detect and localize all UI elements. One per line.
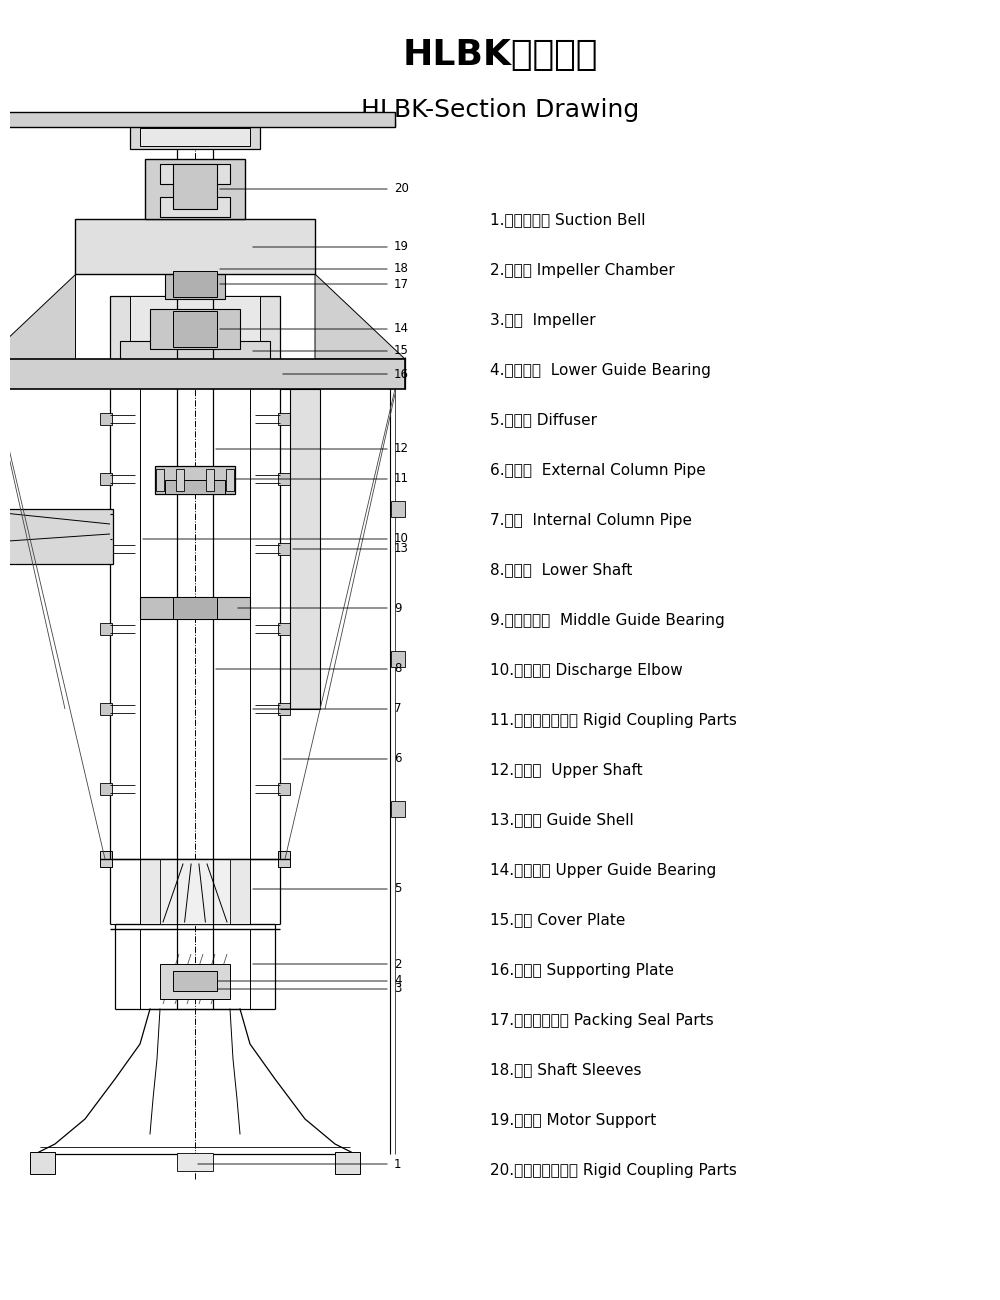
Bar (150, 309, 240, 348)
Text: 8.下主轴  Lower Shaft: 8.下主轴 Lower Shaft (490, 563, 632, 577)
Bar (0, 112, 395, 127)
Text: 5: 5 (394, 883, 401, 896)
Bar (226, 469, 234, 491)
Bar (173, 270, 217, 296)
Bar (165, 480, 225, 494)
Text: 8: 8 (394, 663, 401, 676)
Bar (173, 311, 217, 347)
Bar (100, 543, 112, 555)
Bar (160, 965, 230, 998)
Bar (173, 597, 217, 619)
Text: 18.轴套 Shaft Sleeves: 18.轴套 Shaft Sleeves (490, 1062, 642, 1078)
Bar (173, 164, 217, 209)
Bar (30, 1152, 55, 1174)
Text: 10.出水弯管 Discharge Elbow: 10.出水弯管 Discharge Elbow (490, 663, 683, 677)
Bar (176, 469, 184, 491)
Text: 17: 17 (394, 277, 409, 290)
Bar (130, 296, 260, 361)
Text: 7: 7 (394, 702, 402, 715)
Text: 13.导流壳 Guide Shell: 13.导流壳 Guide Shell (490, 812, 634, 828)
Bar (335, 1152, 360, 1174)
Text: 19.电机座 Motor Support: 19.电机座 Motor Support (490, 1113, 656, 1127)
Text: 9: 9 (394, 602, 402, 615)
Bar (160, 198, 230, 217)
Text: 1.吸入喇叭口 Suction Bell: 1.吸入喇叭口 Suction Bell (490, 212, 646, 227)
Text: 16: 16 (394, 368, 409, 381)
Bar (140, 597, 250, 619)
Text: HLBK-Section Drawing: HLBK-Section Drawing (361, 98, 639, 122)
Bar (278, 473, 290, 485)
Bar (100, 413, 112, 425)
Text: 15.盖板 Cover Plate: 15.盖板 Cover Plate (490, 913, 625, 927)
Text: 14.上导轴承 Upper Guide Bearing: 14.上导轴承 Upper Guide Bearing (490, 862, 716, 878)
Text: 6: 6 (394, 753, 402, 766)
Bar (100, 852, 112, 867)
Text: 2.叶轮室 Impeller Chamber: 2.叶轮室 Impeller Chamber (490, 263, 675, 277)
Bar (206, 469, 214, 491)
Bar (278, 543, 290, 555)
Text: 4: 4 (394, 975, 402, 988)
Text: 5.导叶体 Diffuser: 5.导叶体 Diffuser (490, 412, 597, 428)
Bar (155, 465, 235, 494)
Bar (75, 218, 315, 274)
Polygon shape (315, 274, 405, 359)
Bar (100, 703, 112, 715)
Polygon shape (0, 274, 75, 359)
Text: 12.上主轴  Upper Shaft: 12.上主轴 Upper Shaft (490, 763, 643, 777)
Text: 16.支撑板 Supporting Plate: 16.支撑板 Supporting Plate (490, 962, 674, 978)
Text: 20: 20 (394, 182, 409, 195)
Text: 17.填料密封部件 Packing Seal Parts: 17.填料密封部件 Packing Seal Parts (490, 1013, 714, 1027)
Bar (156, 469, 164, 491)
Bar (0, 359, 405, 389)
Bar (110, 296, 280, 361)
Text: HLBK型结构图: HLBK型结构图 (402, 38, 598, 72)
Text: 1: 1 (394, 1157, 402, 1170)
Text: 3.叶轮  Impeller: 3.叶轮 Impeller (490, 312, 596, 328)
Bar (100, 473, 112, 485)
Bar (130, 124, 260, 150)
Text: 10: 10 (394, 533, 409, 546)
Text: 12: 12 (394, 442, 409, 455)
Bar (391, 801, 405, 816)
Text: 2: 2 (394, 958, 402, 971)
Bar (0, 510, 113, 564)
Text: 7.护管  Internal Column Pipe: 7.护管 Internal Column Pipe (490, 512, 692, 528)
Text: 13: 13 (394, 542, 409, 555)
Text: 19: 19 (394, 240, 409, 254)
Text: 6.外接管  External Column Pipe: 6.外接管 External Column Pipe (490, 463, 706, 477)
Text: 15: 15 (394, 344, 409, 358)
Bar (278, 623, 290, 634)
Bar (278, 852, 290, 867)
Bar (173, 971, 217, 991)
Bar (391, 500, 405, 517)
Bar (100, 623, 112, 634)
Bar (177, 1153, 213, 1171)
Text: 3: 3 (394, 983, 401, 996)
Text: 9.中间导轴承  Middle Guide Bearing: 9.中间导轴承 Middle Guide Bearing (490, 612, 725, 628)
Bar (120, 341, 270, 361)
Text: 11.刚性联轴器部件 Rigid Coupling Parts: 11.刚性联轴器部件 Rigid Coupling Parts (490, 712, 737, 728)
Bar (165, 269, 225, 299)
Bar (278, 783, 290, 796)
Bar (278, 413, 290, 425)
Text: 18: 18 (394, 263, 409, 276)
Bar (290, 389, 320, 708)
Text: 14: 14 (394, 322, 409, 335)
Bar (160, 164, 230, 185)
Bar (140, 859, 250, 924)
Bar (145, 159, 245, 218)
Text: 20.刚性联轴器部件 Rigid Coupling Parts: 20.刚性联轴器部件 Rigid Coupling Parts (490, 1162, 737, 1178)
Text: 4.下导轴承  Lower Guide Bearing: 4.下导轴承 Lower Guide Bearing (490, 363, 711, 377)
Bar (391, 651, 405, 667)
Text: 11: 11 (394, 472, 409, 485)
Bar (160, 859, 230, 924)
Bar (100, 783, 112, 796)
Bar (278, 703, 290, 715)
Bar (140, 127, 250, 146)
